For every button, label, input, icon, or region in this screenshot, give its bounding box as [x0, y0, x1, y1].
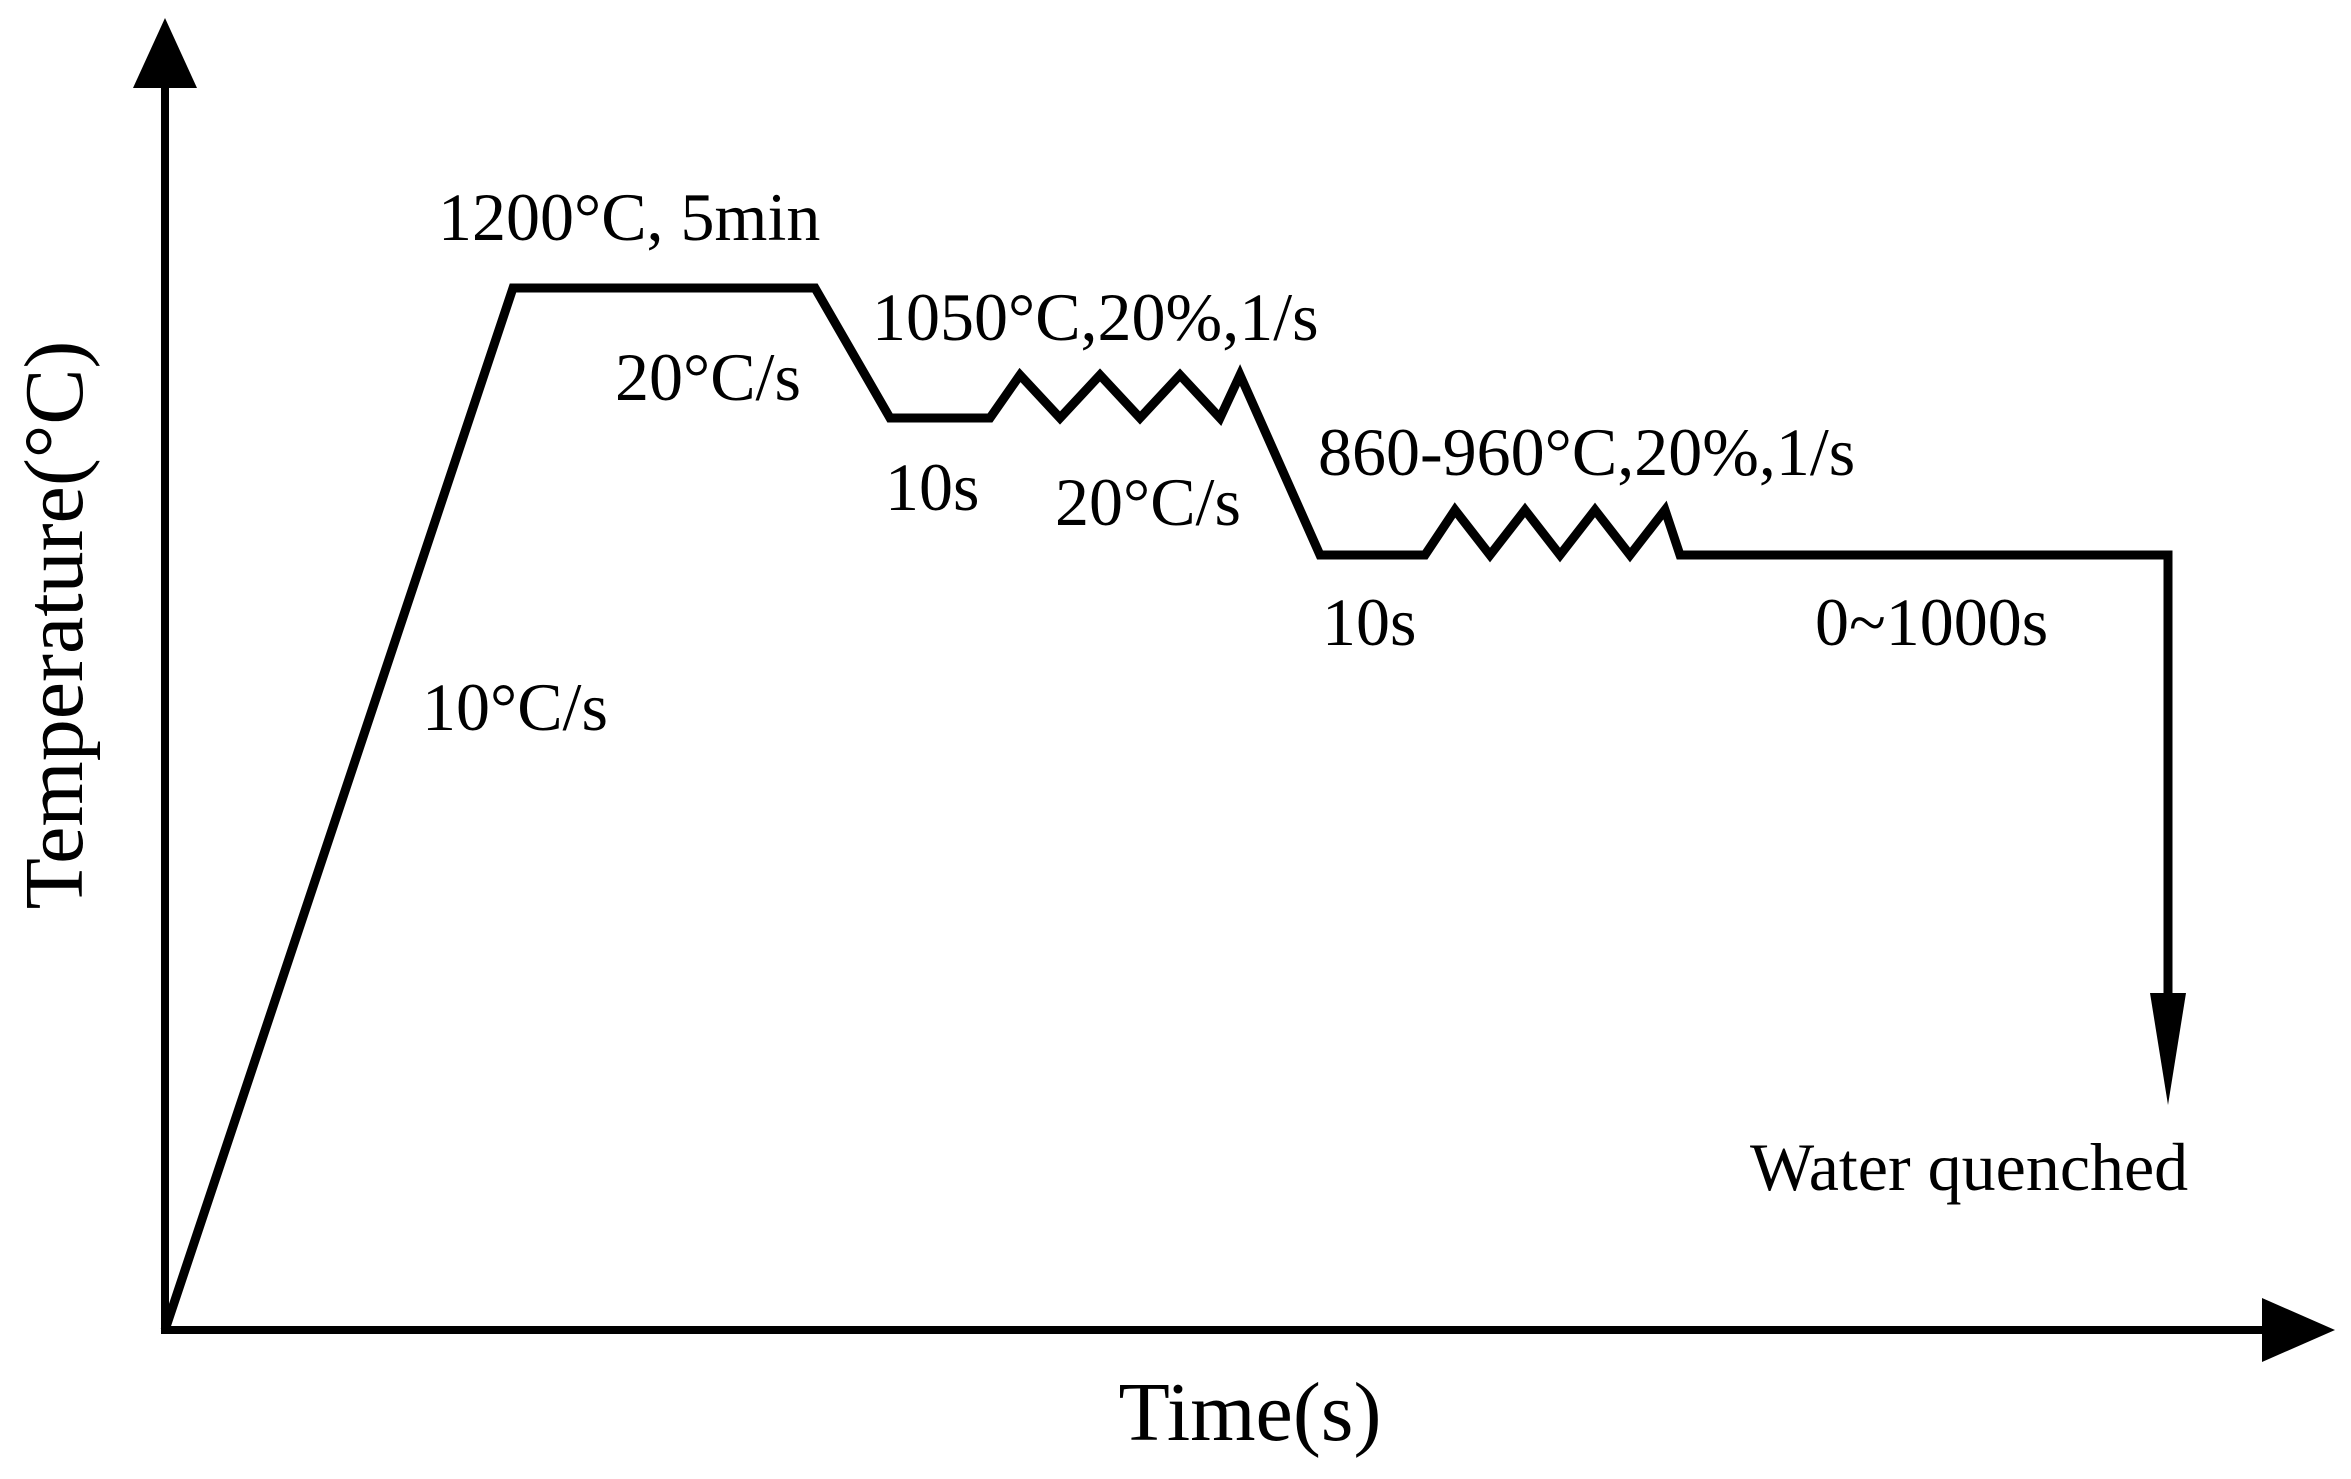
cooling-rate-1-label: 20°C/s [615, 339, 801, 415]
quench-arrowhead [2150, 993, 2186, 1105]
second-deformation-label: 860-960°C,20%,1/s [1318, 414, 1855, 490]
y-axis-label: Temperature(°C) [8, 341, 101, 910]
cooling-rate-2-label: 20°C/s [1055, 464, 1241, 540]
reheat-label: 1200°C, 5min [438, 179, 820, 255]
x-axis-arrowhead [2262, 1298, 2335, 1362]
hold-2-label: 10s [1322, 584, 1416, 660]
process-path [160, 283, 2173, 1332]
isothermal-hold-label: 0~1000s [1815, 584, 2048, 660]
water-quenched-label: Water quenched [1750, 1129, 2188, 1205]
x-axis-label: Time(s) [1119, 1366, 1382, 1459]
hold-1-label: 10s [885, 449, 979, 525]
y-axis-arrowhead [133, 18, 197, 88]
first-deformation-label: 1050°C,20%,1/s [872, 279, 1319, 355]
heating-rate-label: 10°C/s [422, 669, 608, 745]
